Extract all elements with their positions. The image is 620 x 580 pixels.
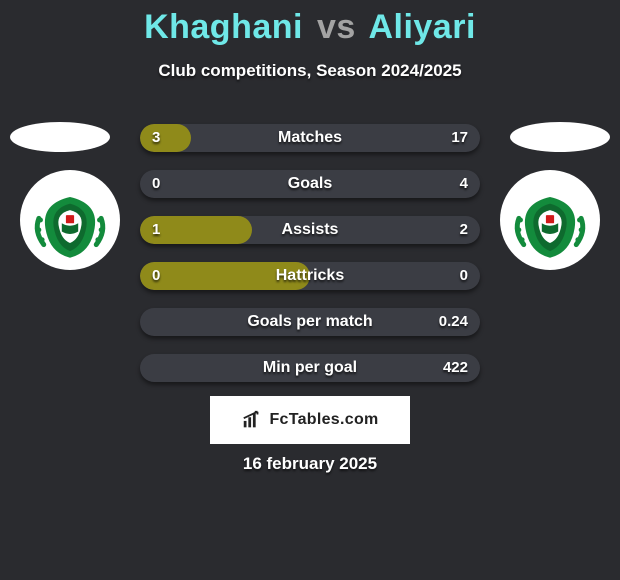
player1-value: 0 [152,170,160,198]
stat-label: Min per goal [140,354,480,382]
source-text: FcTables.com [269,411,378,429]
stat-row: Assists1 2 [140,216,480,244]
club-logo-icon [509,179,591,261]
comparison-title: Khaghani vs Aliyari [0,0,620,47]
stat-label: Assists [140,216,480,244]
subtitle: Club competitions, Season 2024/2025 [0,61,620,81]
club-logo-icon [29,179,111,261]
stat-row: Hattricks0 0 [140,262,480,290]
player2-value: 0 [460,262,468,290]
stat-label: Goals [140,170,480,198]
player2-value: 17 [451,124,468,152]
player2-value: 422 [443,354,468,382]
player1-value: 1 [152,216,160,244]
date: 16 february 2025 [0,454,620,474]
stat-row: Min per goal422 [140,354,480,382]
player1-value: 3 [152,124,160,152]
player1-name: Khaghani [144,8,303,46]
chart-icon [241,409,263,431]
player2-name: Aliyari [368,8,475,46]
stat-row: Goals per match0.24 [140,308,480,336]
player1-value: 0 [152,262,160,290]
vs-text: vs [317,8,356,46]
stat-label: Hattricks [140,262,480,290]
stat-label: Goals per match [140,308,480,336]
player2-club-crest [500,170,600,270]
source-badge: FcTables.com [210,396,410,444]
stat-label: Matches [140,124,480,152]
player2-value: 2 [460,216,468,244]
player1-club-crest [20,170,120,270]
stat-row: Matches3 17 [140,124,480,152]
stat-row: Goals0 4 [140,170,480,198]
player2-value: 4 [460,170,468,198]
stat-bars: Matches317Goals04Assists12Hattricks00Goa… [140,124,480,400]
player2-flag [510,122,610,152]
player1-flag [10,122,110,152]
player2-value: 0.24 [439,308,468,336]
